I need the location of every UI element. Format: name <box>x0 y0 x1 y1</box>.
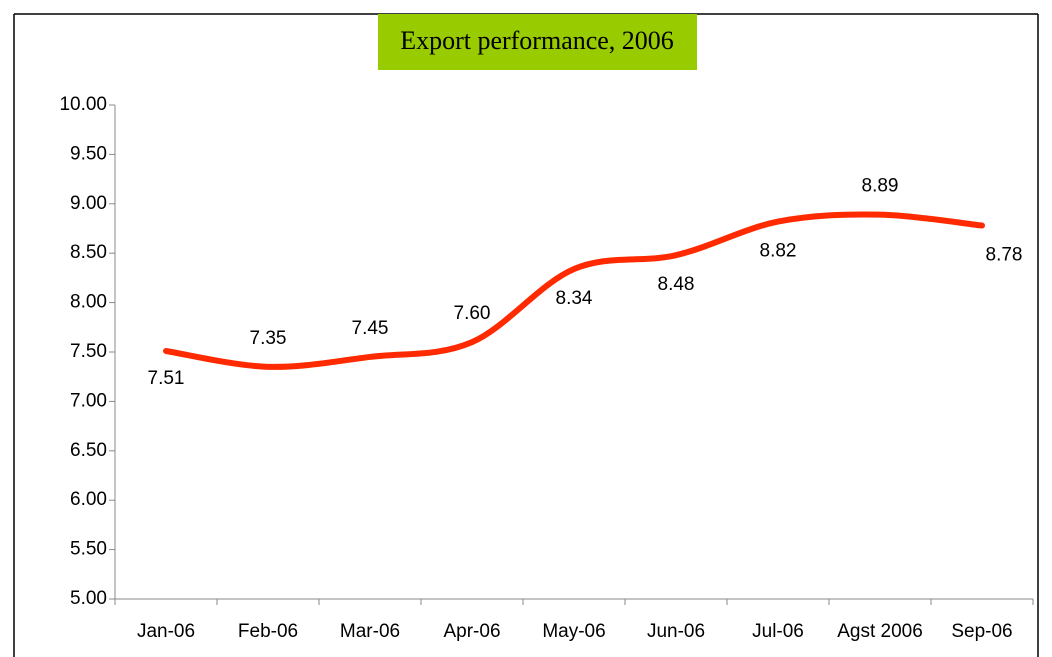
x-tick-label: Mar-06 <box>340 621 400 642</box>
data-label: 7.51 <box>148 368 185 389</box>
y-tick-label: 6.00 <box>70 489 107 510</box>
data-label: 8.89 <box>862 176 899 197</box>
y-tick-label: 6.50 <box>70 440 107 461</box>
chart-title: Export performance, 2006 <box>400 26 674 55</box>
y-tick-label: 9.00 <box>70 193 107 214</box>
data-label: 8.82 <box>760 241 797 262</box>
x-tick-label: Feb-06 <box>238 621 298 642</box>
y-tick-label: 10.00 <box>59 94 107 115</box>
y-tick-label: 8.50 <box>70 242 107 263</box>
data-label: 7.45 <box>352 318 389 339</box>
x-tick-label: Agst 2006 <box>837 621 923 642</box>
data-label: 8.48 <box>658 274 695 295</box>
x-tick-label: Jan-06 <box>137 621 195 642</box>
title-background <box>378 14 697 70</box>
x-tick-label: Apr-06 <box>443 621 500 642</box>
data-label: 8.34 <box>556 288 593 309</box>
data-label: 7.60 <box>454 303 491 324</box>
x-tick-label: May-06 <box>542 621 605 642</box>
y-tick-label: 9.50 <box>70 143 107 164</box>
y-tick-label: 8.00 <box>70 292 107 313</box>
x-tick-label: Jun-06 <box>647 621 705 642</box>
x-tick-label: Jul-06 <box>752 621 804 642</box>
data-label: 7.35 <box>250 328 287 349</box>
data-label: 8.78 <box>986 245 1023 266</box>
y-tick-label: 7.50 <box>70 341 107 362</box>
y-tick-label: 5.50 <box>70 539 107 560</box>
x-tick-label: Sep-06 <box>951 621 1012 642</box>
y-tick-label: 7.00 <box>70 390 107 411</box>
data-line <box>163 211 985 370</box>
y-tick-label: 5.00 <box>70 588 107 609</box>
